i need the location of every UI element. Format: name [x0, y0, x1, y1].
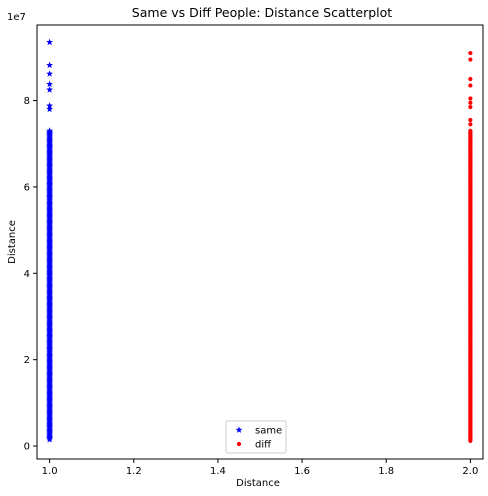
point-same — [46, 102, 54, 109]
y-axis-ticks: 0 2 4 6 8 — [24, 96, 37, 453]
y-offset-label: 1e7 — [7, 12, 26, 23]
point-same — [46, 70, 54, 77]
point-diff — [468, 83, 473, 88]
point-same — [46, 105, 54, 113]
series-same — [46, 38, 54, 443]
point-diff — [468, 96, 473, 101]
point-same — [46, 38, 54, 46]
point-diff — [468, 122, 473, 127]
x-tick-label: 1.4 — [210, 466, 226, 477]
point-same — [46, 80, 54, 88]
legend-label-same: same — [255, 426, 282, 437]
x-axis-label: Distance — [236, 478, 280, 489]
point-diff — [468, 57, 473, 62]
x-tick-label: 1.2 — [126, 466, 142, 477]
point-same — [46, 61, 54, 69]
y-tick-label: 6 — [24, 182, 30, 193]
y-tick-label: 0 — [24, 442, 30, 453]
legend-marker-same — [235, 426, 243, 433]
plot-area — [36, 24, 484, 460]
point-diff — [468, 76, 473, 82]
x-tick-label: 1.0 — [42, 466, 58, 477]
x-tick-label: 2.0 — [462, 466, 478, 477]
point-diff — [468, 104, 473, 110]
y-tick-label: 8 — [24, 96, 30, 107]
x-tick-label: 1.8 — [378, 466, 394, 477]
chart-title: Same vs Diff People: Distance Scatterplo… — [132, 5, 392, 20]
legend-label-diff: diff — [255, 440, 272, 451]
point-diff — [468, 117, 473, 123]
legend: same diff — [225, 420, 287, 454]
point-diff — [468, 100, 473, 105]
y-tick-label: 4 — [24, 269, 30, 280]
x-axis-ticks: 1.0 1.2 1.4 1.6 1.8 2.0 — [42, 459, 478, 477]
y-axis-label: Distance — [7, 220, 18, 264]
data-points — [46, 38, 473, 443]
legend-marker-diff — [236, 441, 242, 447]
point-diff — [468, 50, 473, 56]
x-tick-label: 1.6 — [294, 466, 310, 477]
y-tick-label: 2 — [24, 355, 30, 366]
series-diff — [468, 50, 473, 443]
point-same — [46, 86, 54, 93]
point-diff — [468, 128, 473, 133]
point-same — [46, 127, 54, 134]
